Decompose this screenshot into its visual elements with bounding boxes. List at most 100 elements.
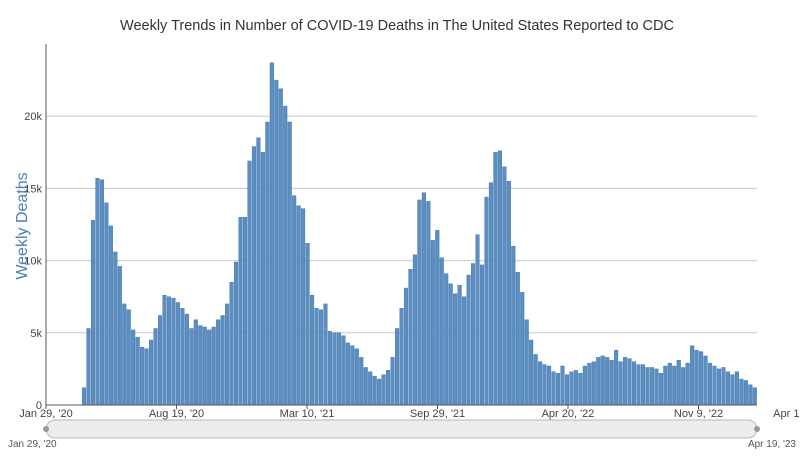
y-tick-label: 20k xyxy=(24,111,42,123)
bar xyxy=(256,137,261,406)
navigator-start-label: Jan 29, '20 xyxy=(8,439,57,450)
bar xyxy=(645,367,650,406)
y-tick-label: 15k xyxy=(24,183,42,195)
bar xyxy=(180,308,185,406)
gridlines xyxy=(46,115,757,334)
bar xyxy=(81,387,87,406)
bar xyxy=(493,152,498,406)
bar xyxy=(654,368,659,406)
bar xyxy=(269,62,274,406)
bar xyxy=(251,146,256,406)
bar xyxy=(323,303,328,406)
bar xyxy=(403,287,409,406)
bar xyxy=(435,230,440,406)
x-tick-label: Jan 29, '20 xyxy=(19,408,72,420)
bar xyxy=(444,273,449,406)
bar xyxy=(667,362,672,406)
bar xyxy=(555,373,561,406)
bar xyxy=(721,367,726,406)
bar xyxy=(627,358,632,406)
bar xyxy=(301,208,306,406)
bar xyxy=(533,354,538,406)
bar xyxy=(511,245,516,406)
bar xyxy=(184,313,189,406)
bar xyxy=(699,351,704,406)
chart-title: Weekly Trends in Number of COVID-19 Deat… xyxy=(120,18,674,34)
bar xyxy=(166,296,172,406)
bar xyxy=(538,361,543,406)
bar xyxy=(421,192,426,406)
bar xyxy=(265,121,270,406)
bar xyxy=(234,261,239,406)
bar xyxy=(193,319,198,406)
bar xyxy=(734,371,739,406)
bar xyxy=(725,371,730,406)
bar xyxy=(140,347,145,406)
bar xyxy=(631,361,637,406)
bar xyxy=(524,319,529,406)
navigator-selection[interactable] xyxy=(47,421,756,437)
bar xyxy=(122,303,127,406)
bar xyxy=(488,182,493,406)
bar xyxy=(189,328,194,406)
navigator-left-handle[interactable] xyxy=(43,426,49,432)
bar xyxy=(462,296,467,406)
bar xyxy=(377,378,382,406)
y-axis-label: Weekly Deaths xyxy=(14,172,31,279)
bar xyxy=(560,365,565,406)
bar xyxy=(569,371,574,406)
bar xyxy=(318,309,324,406)
bar xyxy=(394,328,400,406)
bar xyxy=(471,263,476,406)
bar xyxy=(484,196,489,406)
bar xyxy=(676,360,681,406)
bar xyxy=(502,166,507,406)
bar xyxy=(359,357,364,406)
bar xyxy=(274,79,279,406)
bar xyxy=(578,373,583,406)
bar xyxy=(86,328,91,406)
bar xyxy=(229,282,234,406)
bar xyxy=(399,308,404,406)
bar xyxy=(175,302,180,406)
bar xyxy=(596,357,601,406)
bar xyxy=(310,295,315,406)
bar xyxy=(564,374,569,406)
bar xyxy=(292,195,297,406)
bar xyxy=(703,355,708,406)
range-navigator[interactable]: Jan 29, '20 Apr 19, '23 xyxy=(8,419,796,450)
bar xyxy=(157,315,163,406)
bar xyxy=(591,361,596,406)
bar xyxy=(716,368,722,406)
bar xyxy=(390,357,395,406)
bar xyxy=(448,283,453,406)
navigator-right-handle[interactable] xyxy=(754,426,760,432)
bar xyxy=(412,254,417,406)
bar xyxy=(426,201,431,406)
bar xyxy=(381,374,386,406)
bar xyxy=(685,362,690,406)
bar xyxy=(600,355,605,406)
bar xyxy=(131,329,136,406)
y-tick-label: 10k xyxy=(24,256,42,268)
bar xyxy=(681,367,686,406)
bar xyxy=(314,308,319,406)
bar xyxy=(623,357,628,406)
bar xyxy=(368,371,373,406)
bar xyxy=(529,339,534,406)
bar xyxy=(748,384,753,406)
bar xyxy=(238,217,243,406)
x-tick-label: Aug 19, '20 xyxy=(149,408,204,420)
bars xyxy=(77,62,757,406)
bar xyxy=(327,331,332,406)
bar xyxy=(198,325,203,406)
bar xyxy=(95,178,100,406)
bar xyxy=(283,105,288,406)
bar xyxy=(752,387,757,406)
x-tick-label: Mar 10, '21 xyxy=(280,408,335,420)
bar xyxy=(466,274,471,406)
bar xyxy=(609,360,614,406)
navigator-end-label: Apr 19, '23 xyxy=(748,439,796,450)
bar xyxy=(730,374,735,406)
